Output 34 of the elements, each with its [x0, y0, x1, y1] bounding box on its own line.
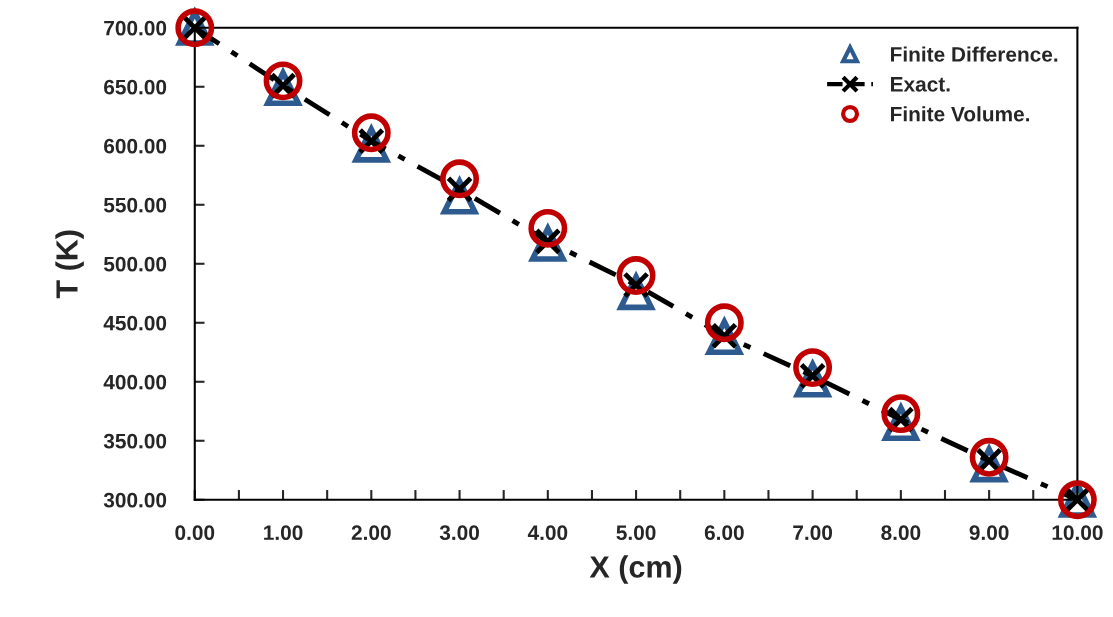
y-axis-title: T (K) [55, 230, 84, 299]
y-tick-label: 450.00 [103, 315, 167, 331]
x-tick-label: 4.00 [527, 525, 568, 541]
x-tick-label: 6.00 [704, 525, 744, 541]
point [704, 303, 744, 343]
legend-label: Finite Volume. [891, 106, 1030, 122]
legend-label: Finite Difference. [891, 46, 1058, 62]
x-tick-label: 9.00 [969, 525, 1009, 541]
y-tick-label: 550.00 [103, 197, 167, 213]
x-axis-title: X (cm) [589, 555, 682, 584]
y-tick-label: 350.00 [103, 433, 167, 449]
x-tick-label: 0.00 [175, 525, 215, 541]
point [528, 208, 568, 248]
y-tick-label: 650.00 [104, 79, 167, 95]
point [616, 256, 656, 296]
point [969, 437, 1009, 477]
x-tick-label: 7.00 [793, 525, 833, 541]
point [881, 394, 921, 434]
x-tick-label: 8.00 [881, 525, 921, 541]
x-tick-label: 2.00 [351, 525, 391, 541]
point [351, 113, 391, 153]
point [793, 348, 833, 388]
point [440, 159, 479, 199]
y-tick-label: 300.00 [103, 492, 167, 508]
x-tick-label: 3.00 [439, 525, 479, 541]
y-tick-label: 600.00 [104, 138, 167, 154]
point [263, 61, 303, 101]
y-tick-label: 400.00 [103, 374, 167, 390]
x-tick-label: 1.00 [264, 525, 303, 541]
y-tick-label: 700.00 [104, 20, 167, 36]
legend-label: Exact. [891, 77, 950, 92]
x-tick-label: 10.00 [1052, 525, 1103, 541]
x-tick-label: 5.00 [616, 525, 656, 541]
y-tick-label: 500.00 [103, 256, 167, 272]
